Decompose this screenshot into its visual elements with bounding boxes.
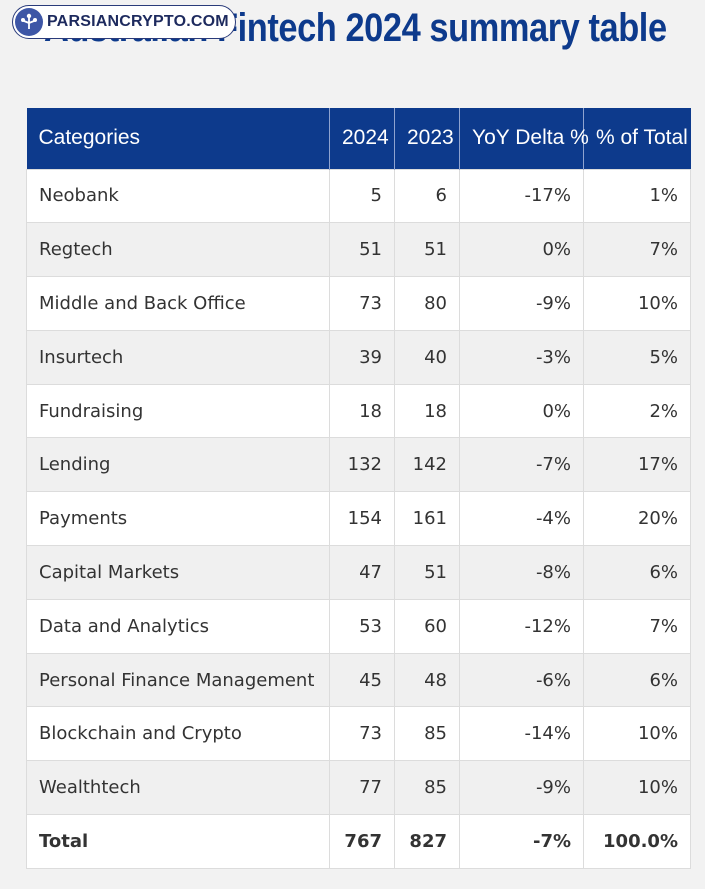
table-row: Personal Finance Management 45 48 -6% 6% <box>26 652 691 708</box>
table-row: Insurtech 39 40 -3% 5% <box>26 329 691 385</box>
table-cell: -8% <box>459 545 584 600</box>
header-2023: 2023 <box>394 108 460 169</box>
header-2024: 2024 <box>329 108 395 169</box>
table-cell: Middle and Back Office <box>26 276 330 331</box>
table-row: Lending 132 142 -7% 17% <box>26 437 691 493</box>
header-percent-of-total: % of Total <box>583 108 691 169</box>
table-cell: 5% <box>583 329 691 385</box>
table-row: Capital Markets 47 51 -8% 6% <box>26 545 691 600</box>
table-cell: 6% <box>583 652 691 708</box>
table-cell: 18 <box>394 383 460 439</box>
table-cell: 45 <box>329 652 395 708</box>
table-cell: -7% <box>459 437 584 493</box>
table-cell: Regtech <box>26 222 330 278</box>
table-row: Regtech 51 51 0% 7% <box>26 222 691 278</box>
table-cell: -3% <box>459 329 584 385</box>
table-cell: 51 <box>394 545 460 600</box>
table-cell: 20% <box>583 491 691 547</box>
table-cell: Personal Finance Management <box>26 652 330 708</box>
table-cell: 1% <box>583 168 691 224</box>
table-cell: -14% <box>459 706 584 762</box>
table-cell: -17% <box>459 168 584 224</box>
table-cell: 80 <box>394 276 460 331</box>
table-cell: Lending <box>26 437 330 493</box>
table-cell: Data and Analytics <box>26 598 330 654</box>
table-cell: 60 <box>394 598 460 654</box>
table-cell: 18 <box>329 383 395 439</box>
table-cell: 161 <box>394 491 460 547</box>
table-cell: 827 <box>394 814 460 869</box>
table-cell: -4% <box>459 491 584 547</box>
table-cell: 6 <box>394 168 460 224</box>
table-cell: Payments <box>26 491 330 547</box>
table-cell: 10% <box>583 760 691 816</box>
table-cell: 73 <box>329 276 395 331</box>
table-cell: 5 <box>329 168 395 224</box>
table-body: Neobank 5 6 -17% 1% Regtech 51 51 0% 7% Middle and… <box>26 168 691 869</box>
table-cell: 10% <box>583 706 691 762</box>
table-cell: 77 <box>329 760 395 816</box>
summary-table: Categories 2024 2023 YoY Delta % % of To… <box>26 108 691 869</box>
table-cell: -12% <box>459 598 584 654</box>
table-cell: Neobank <box>26 168 330 224</box>
table-cell: Capital Markets <box>26 545 330 600</box>
table-cell: 85 <box>394 706 460 762</box>
table-cell: 73 <box>329 706 395 762</box>
table-cell: 0% <box>459 383 584 439</box>
table-cell: -9% <box>459 276 584 331</box>
table-cell: -6% <box>459 652 584 708</box>
table-row: Payments 154 161 -4% 20% <box>26 491 691 547</box>
table-cell: -9% <box>459 760 584 816</box>
table-header-row: Categories 2024 2023 YoY Delta % % of To… <box>26 108 691 169</box>
table-cell: 7% <box>583 222 691 278</box>
tree-network-icon <box>15 8 43 36</box>
table-row: Middle and Back Office 73 80 -9% 10% <box>26 276 691 331</box>
table-cell: 767 <box>329 814 395 869</box>
total-row: Total 767 827 -7% 100.0% <box>26 814 691 869</box>
table-row: Blockchain and Crypto 73 85 -14% 10% <box>26 706 691 762</box>
table-cell: Insurtech <box>26 329 330 385</box>
watermark-text: PARSIANCRYPTO.COM <box>47 13 229 30</box>
table-row: Data and Analytics 53 60 -12% 7% <box>26 598 691 654</box>
table-cell: 51 <box>394 222 460 278</box>
table-cell: Blockchain and Crypto <box>26 706 330 762</box>
table-cell: Fundraising <box>26 383 330 439</box>
table-cell: 2% <box>583 383 691 439</box>
table-cell: 154 <box>329 491 395 547</box>
table-cell: Total <box>26 814 330 869</box>
table-row: Wealthtech 77 85 -9% 10% <box>26 760 691 816</box>
table-row: Neobank 5 6 -17% 1% <box>26 168 691 224</box>
table-cell: 7% <box>583 598 691 654</box>
table-cell: 17% <box>583 437 691 493</box>
table-cell: 100.0% <box>583 814 691 869</box>
table-cell: 0% <box>459 222 584 278</box>
table-cell: 51 <box>329 222 395 278</box>
table-cell: 40 <box>394 329 460 385</box>
table-cell: 47 <box>329 545 395 600</box>
table-cell: Wealthtech <box>26 760 330 816</box>
table-cell: 48 <box>394 652 460 708</box>
table-cell: 85 <box>394 760 460 816</box>
table-cell: -7% <box>459 814 584 869</box>
header-categories: Categories <box>26 108 330 169</box>
table-cell: 132 <box>329 437 395 493</box>
table-cell: 10% <box>583 276 691 331</box>
table-row: Fundraising 18 18 0% 2% <box>26 383 691 439</box>
table-cell: 39 <box>329 329 395 385</box>
watermark-logo: PARSIANCRYPTO.COM <box>12 5 236 39</box>
header-yoy-delta: YoY Delta % <box>459 108 589 169</box>
table-cell: 142 <box>394 437 460 493</box>
table-cell: 6% <box>583 545 691 600</box>
table-cell: 53 <box>329 598 395 654</box>
